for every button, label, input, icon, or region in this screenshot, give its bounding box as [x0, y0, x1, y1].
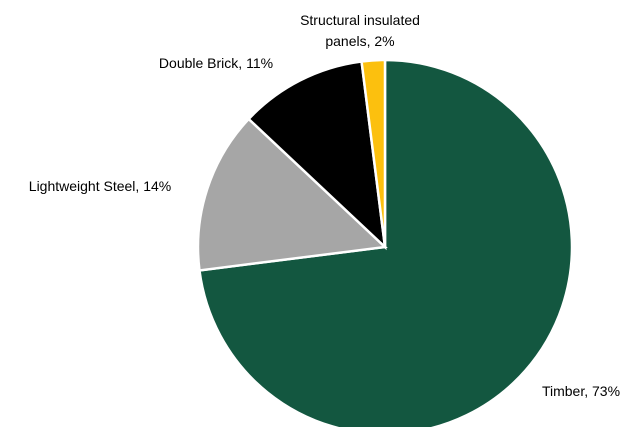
data-label-line: Timber, 73%	[542, 383, 620, 399]
data-label-line: Lightweight Steel, 14%	[29, 178, 171, 194]
data-label-double-brick: Double Brick, 11%	[159, 55, 273, 71]
pie-slice-double-brick	[246, 60, 387, 251]
pie-data-labels: Timber, 73% Lightweight Steel, 14% Double …	[29, 12, 620, 399]
data-label-line: Double Brick, 11%	[159, 55, 273, 71]
data-label-lightweight-steel: Lightweight Steel, 14%	[29, 178, 171, 194]
pie-slices	[196, 58, 574, 427]
pie-slice-structural-insulated-panels	[360, 58, 387, 248]
data-label-line: panels, 2%	[325, 33, 394, 49]
data-label-structural-insulated-panels: Structural insulated panels, 2%	[300, 12, 420, 49]
data-label-timber: Timber, 73%	[542, 383, 620, 399]
data-label-line: Structural insulated	[300, 12, 420, 28]
pie-slice-lightweight-steel	[196, 117, 388, 272]
